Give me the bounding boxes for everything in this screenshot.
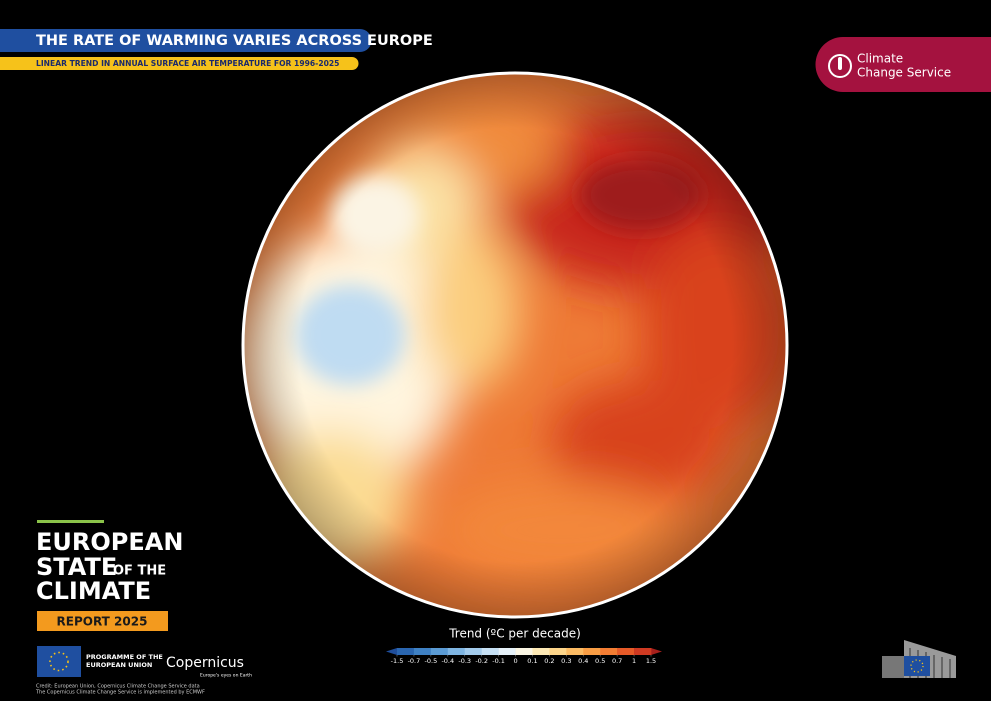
eu-text: EUROPEAN UNION <box>86 661 152 669</box>
colorbar-tick-label: 1 <box>632 657 636 665</box>
colorbar-tick-label: 0.4 <box>578 657 588 665</box>
colorbar-tick-label: 0.7 <box>612 657 622 665</box>
c3s-icon <box>838 57 842 70</box>
subtitle-banner <box>0 57 359 70</box>
logo-text: Climate <box>857 52 903 66</box>
colorbar-tick-label: -0.7 <box>408 657 421 665</box>
colorbar-arrow <box>386 648 397 655</box>
subtitle: LINEAR TREND IN ANNUAL SURFACE AIR TEMPE… <box>36 59 339 68</box>
report-title: OF THE <box>113 564 166 579</box>
logo-text: Change Service <box>857 66 951 80</box>
copernicus-tagline: Europe's eyes on Earth <box>200 673 252 679</box>
colorbar-segment <box>566 648 584 655</box>
title: THE RATE OF WARMING VARIES ACROSS EUROPE <box>36 33 433 49</box>
colorbar-tick-label: -1.5 <box>391 657 404 665</box>
title-banner <box>0 29 372 52</box>
report-badge <box>37 611 168 631</box>
eu-stars <box>49 651 69 672</box>
report-badge-text: REPORT 2025 <box>57 615 148 629</box>
colorbar-tick-label: 0.3 <box>561 657 571 665</box>
colorbar-segment <box>617 648 635 655</box>
colorbar-segment <box>532 648 550 655</box>
map <box>244 74 786 616</box>
eu-text: PROGRAMME OF THE <box>86 653 163 661</box>
colorbar-title: Trend (ºC per decade) <box>448 627 581 641</box>
colorbar-tick-label: 0.5 <box>595 657 605 665</box>
copernicus-logo: Copernicus <box>166 655 244 671</box>
colorbar-tick-label: -0.1 <box>492 657 505 665</box>
colorbar-tick-label: 1.5 <box>646 657 656 665</box>
colorbar-segment <box>447 648 466 655</box>
globe-outline <box>241 71 789 619</box>
colorbar-tick-label: -0.4 <box>441 657 454 665</box>
colorbar-segment <box>583 648 601 655</box>
c3s-icon <box>828 54 852 78</box>
colorbar-tick-label: 0.1 <box>527 657 537 665</box>
colorbar-segment <box>634 648 652 655</box>
colorbar: -1.5 -0.7 -0.5 -0.4 -0.3 -0.2 -0.1 0 0.1 0.2 0.3 0.… <box>386 648 662 665</box>
ec-logo <box>882 640 956 678</box>
colorbar-tick-label: 0.2 <box>544 657 554 665</box>
colorbar-segment <box>498 648 516 655</box>
colorbar-segment <box>481 648 499 655</box>
credit: Credit: European Union, Copernicus Clima… <box>36 684 200 690</box>
colorbar-segment <box>600 648 618 655</box>
colorbar-segment <box>515 648 533 655</box>
colorbar-tick-label: -0.3 <box>458 657 471 665</box>
colorbar-segment <box>464 648 482 655</box>
report-title: EUROPEAN <box>36 528 183 556</box>
colorbar-segment <box>413 648 432 655</box>
colorbar-tick-label: -0.5 <box>425 657 438 665</box>
colorbar-tick-label: 0 <box>513 657 517 665</box>
colorbar-arrow <box>651 648 662 655</box>
c3s-logo <box>815 37 991 92</box>
colorbar-segment <box>397 648 415 655</box>
eu-flag <box>37 646 81 677</box>
report-title: STATE <box>36 553 117 581</box>
credit: The Copernicus Climate Change Service is… <box>35 690 205 696</box>
report-title: CLIMATE <box>36 577 151 605</box>
colorbar-segment <box>549 648 567 655</box>
colorbar-segment <box>430 648 449 655</box>
colorbar-tick-label: -0.2 <box>475 657 488 665</box>
accent-line <box>37 520 104 523</box>
